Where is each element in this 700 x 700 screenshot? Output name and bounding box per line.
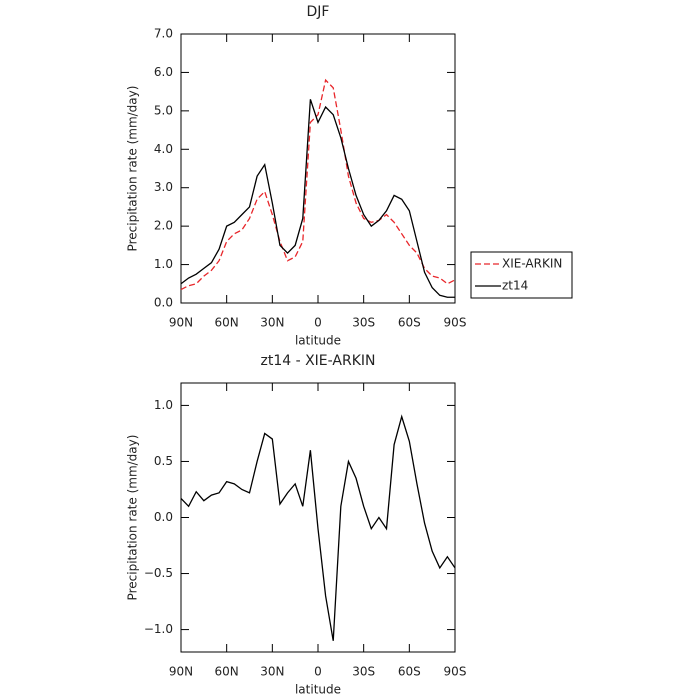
x-tick-label: 60S bbox=[398, 316, 421, 330]
x-tick-label: 30S bbox=[352, 665, 375, 679]
x-tick-label: 30N bbox=[260, 665, 284, 679]
x-axis-label: latitude bbox=[295, 334, 341, 348]
y-tick-label: 0.0 bbox=[154, 296, 173, 310]
y-tick-label: 0.5 bbox=[154, 454, 173, 468]
y-tick-label: 7.0 bbox=[154, 27, 173, 41]
legend-box bbox=[470, 251, 573, 299]
x-tick-label: 0 bbox=[314, 665, 322, 679]
y-tick-label: 4.0 bbox=[154, 142, 173, 156]
y-tick-label: 2.0 bbox=[154, 219, 173, 233]
chart-title: DJF bbox=[307, 4, 330, 20]
x-tick-label: 30S bbox=[352, 316, 375, 330]
x-tick-label: 60N bbox=[215, 316, 239, 330]
plot-frame bbox=[180, 33, 456, 304]
y-axis-label: Precipitation rate (mm/day) bbox=[126, 86, 140, 252]
y-tick-label: −1.0 bbox=[144, 622, 173, 636]
y-tick-label: 6.0 bbox=[154, 65, 173, 79]
x-tick-label: 0 bbox=[314, 316, 322, 330]
y-tick-label: 5.0 bbox=[154, 103, 173, 117]
y-tick-label: 1.0 bbox=[154, 257, 173, 271]
data-line bbox=[180, 78, 456, 291]
data-line bbox=[180, 99, 455, 298]
legend-label: XIE-ARKIN bbox=[502, 257, 562, 271]
plot-frame bbox=[180, 382, 456, 653]
x-tick-label: 60N bbox=[215, 665, 239, 679]
x-tick-label: 30N bbox=[260, 316, 284, 330]
y-tick-label: 1.0 bbox=[154, 398, 173, 412]
y-tick-label: −0.5 bbox=[144, 566, 173, 580]
x-axis-label: latitude bbox=[295, 683, 341, 697]
y-tick-label: 3.0 bbox=[154, 180, 173, 194]
x-tick-label: 90S bbox=[444, 316, 467, 330]
chart-title: zt14 - XIE-ARKIN bbox=[260, 353, 375, 369]
legend-label: zt14 bbox=[502, 279, 528, 293]
x-tick-label: 90N bbox=[169, 316, 193, 330]
y-axis-label: Precipitation rate (mm/day) bbox=[126, 435, 140, 601]
data-line bbox=[180, 414, 456, 641]
x-tick-label: 60S bbox=[398, 665, 421, 679]
y-tick-label: 0.0 bbox=[154, 510, 173, 524]
x-tick-label: 90N bbox=[169, 665, 193, 679]
x-tick-label: 90S bbox=[444, 665, 467, 679]
